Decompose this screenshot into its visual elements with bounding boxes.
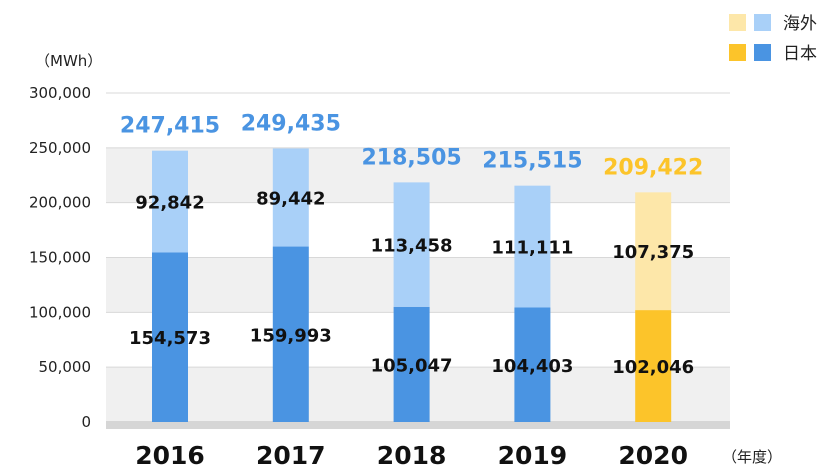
x-axis-baseline [106,421,730,429]
x-tick-label: 2019 [498,441,568,470]
total-label-2019: 215,515 [482,149,582,174]
legend-swatch [729,44,746,61]
total-label-2016: 247,415 [120,114,220,139]
x-tick-label: 2016 [135,441,205,470]
total-label-2017: 249,435 [241,111,341,136]
total-label-2018: 218,505 [361,145,461,170]
legend-swatch [754,44,771,61]
x-tick-label: 2017 [256,441,326,470]
y-tick-label: 250,000 [29,139,91,157]
bar-overseas-2020 [635,192,672,311]
bar-overseas-2016 [152,150,188,253]
bar-japan-2020 [635,310,672,422]
y-axis: 300,000 250,000 200,000 150,000 100,000 50,00… [29,84,91,431]
y-tick-label: 300,000 [29,84,91,102]
total-label-2020: 209,422 [603,155,703,180]
x-axis: 2016 2017 2018 2019 2020 [135,441,688,470]
bar-overseas-2019 [514,185,551,308]
x-axis-unit: （年度） [722,448,782,466]
label-japan-2017: 159,993 [250,325,332,346]
label-overseas-2018: 113,458 [371,236,453,257]
y-tick-label: 50,000 [39,358,92,376]
bar-japan-2019 [514,307,551,422]
legend-label: 海外 [783,14,817,34]
label-japan-2018: 105,047 [371,355,453,376]
label-overseas-2017: 89,442 [256,188,325,209]
label-overseas-2020: 107,375 [612,242,694,263]
bar-japan-2017 [272,246,309,422]
x-tick-label: 2018 [377,441,447,470]
label-japan-2019: 104,403 [491,356,573,377]
label-overseas-2016: 92,842 [135,193,204,214]
label-japan-2016: 154,573 [129,328,211,349]
x-tick-label: 2020 [618,441,688,470]
y-tick-label: 100,000 [29,303,91,321]
y-tick-label: 0 [81,413,91,431]
label-japan-2020: 102,046 [612,357,694,378]
legend-swatch [754,14,771,31]
y-tick-label: 150,000 [29,249,91,267]
legend-item: 日本 [729,44,817,64]
y-axis-unit: （MWh） [35,52,102,70]
y-tick-label: 200,000 [29,194,91,212]
bar-japan-2018 [393,306,430,422]
label-overseas-2019: 111,111 [491,238,573,259]
bars: 154,573 92,842 247,415 159,993 89,442 249,435… [120,111,703,422]
legend-label: 日本 [783,44,817,64]
bar-japan-2016 [152,252,188,422]
legend-swatch [729,14,746,31]
bar-overseas-2017 [272,148,309,247]
legend-item: 海外 [729,14,817,34]
bar-overseas-2018 [393,182,430,307]
